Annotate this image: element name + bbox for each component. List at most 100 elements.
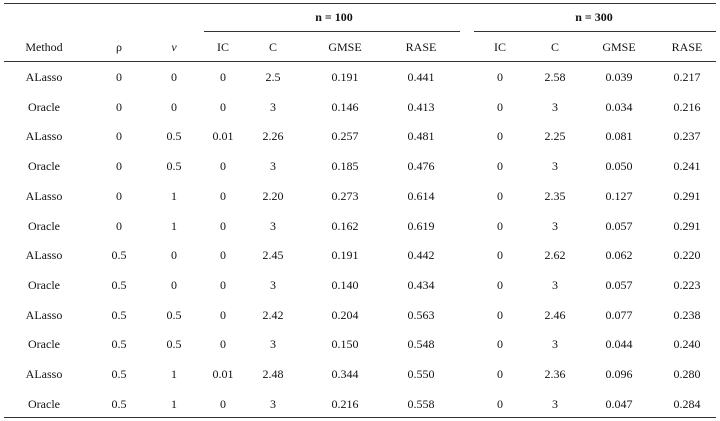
cell-method: Oracle bbox=[28, 337, 60, 351]
cell-c-n100: 2.42 bbox=[262, 308, 284, 322]
cell-gmse-n100: 0.146 bbox=[331, 100, 359, 114]
cell-ic-n300: 0 bbox=[497, 308, 503, 322]
cell-gmse-n100: 0.191 bbox=[331, 70, 359, 84]
cell-ic-n300: 0 bbox=[497, 70, 503, 84]
cell-ic-n100: 0 bbox=[220, 159, 226, 173]
cell-ic-n300: 0 bbox=[497, 129, 503, 143]
cell-gmse-n100: 0.273 bbox=[331, 189, 359, 203]
cell-rase-n300: 0.238 bbox=[673, 308, 701, 322]
cell-rase-n100: 0.550 bbox=[407, 367, 435, 381]
cell-rase-n300: 0.240 bbox=[673, 337, 701, 351]
cell-ic-n300: 0 bbox=[497, 159, 503, 173]
cell-rase-n100: 0.563 bbox=[407, 308, 435, 322]
cell-c-n300: 2.58 bbox=[544, 70, 566, 84]
col-header-c-n100: C bbox=[268, 40, 277, 54]
cell-ic-n100: 0 bbox=[220, 219, 226, 233]
group-header-n300: n = 300 bbox=[575, 10, 613, 24]
cell-c-n100: 2.26 bbox=[262, 129, 284, 143]
cell-c-n300: 2.35 bbox=[544, 189, 566, 203]
cell-gmse-n300: 0.077 bbox=[605, 308, 633, 322]
cell-rase-n100: 0.619 bbox=[407, 219, 435, 233]
cell-rase-n300: 0.291 bbox=[673, 219, 701, 233]
cell-gmse-n100: 0.150 bbox=[331, 337, 359, 351]
cell-c-n100: 3 bbox=[270, 397, 276, 411]
cell-method: Oracle bbox=[28, 159, 60, 173]
cell-c-n300: 2.46 bbox=[544, 308, 566, 322]
cell-rase-n100: 0.434 bbox=[407, 278, 435, 292]
cell-ic-n100: 0 bbox=[220, 308, 226, 322]
cell-ic-n300: 0 bbox=[497, 248, 503, 262]
cell-c-n100: 2.48 bbox=[262, 367, 284, 381]
cell-c-n300: 3 bbox=[552, 397, 558, 411]
col-header-gmse-n300: GMSE bbox=[602, 40, 636, 54]
cell-gmse-n300: 0.039 bbox=[605, 70, 633, 84]
results-table: n = 100 n = 300 Method ρ ν IC C GMSE RAS… bbox=[4, 0, 716, 421]
col-header-nu: ν bbox=[171, 40, 177, 54]
cell-ic-n300: 0 bbox=[497, 278, 503, 292]
cell-rase-n300: 0.280 bbox=[673, 367, 701, 381]
cell-ic-n100: 0 bbox=[220, 189, 226, 203]
cell-gmse-n300: 0.062 bbox=[605, 248, 633, 262]
cell-gmse-n300: 0.057 bbox=[605, 278, 633, 292]
cell-gmse-n100: 0.140 bbox=[331, 278, 359, 292]
cell-ic-n300: 0 bbox=[497, 397, 503, 411]
cell-rase-n300: 0.217 bbox=[673, 70, 701, 84]
group-header-n100: n = 100 bbox=[315, 10, 353, 24]
cell-method: ALasso bbox=[25, 248, 63, 262]
cell-gmse-n100: 0.162 bbox=[331, 219, 359, 233]
cell-c-n300: 2.36 bbox=[544, 367, 566, 381]
cell-nu: 1 bbox=[171, 189, 177, 203]
cell-nu: 1 bbox=[171, 397, 177, 411]
cell-method: ALasso bbox=[25, 367, 63, 381]
cell-ic-n300: 0 bbox=[497, 219, 503, 233]
col-header-gmse-n100: GMSE bbox=[328, 40, 362, 54]
cell-gmse-n300: 0.127 bbox=[605, 189, 633, 203]
cell-rase-n300: 0.223 bbox=[673, 278, 701, 292]
cell-gmse-n300: 0.057 bbox=[605, 219, 633, 233]
cell-method: ALasso bbox=[25, 308, 63, 322]
cell-rho: 0 bbox=[116, 219, 122, 233]
cell-rho: 0 bbox=[116, 129, 122, 143]
cell-rase-n300: 0.216 bbox=[673, 100, 701, 114]
cell-method: Oracle bbox=[28, 100, 60, 114]
cell-method: Oracle bbox=[28, 278, 60, 292]
cell-ic-n100: 0 bbox=[220, 278, 226, 292]
cell-rase-n300: 0.220 bbox=[673, 248, 701, 262]
cell-c-n100: 3 bbox=[270, 278, 276, 292]
cell-ic-n100: 0 bbox=[220, 70, 226, 84]
cell-ic-n300: 0 bbox=[497, 100, 503, 114]
cell-method: ALasso bbox=[25, 70, 63, 84]
cell-ic-n300: 0 bbox=[497, 189, 503, 203]
cell-rase-n100: 0.614 bbox=[407, 189, 435, 203]
cell-rho: 0.5 bbox=[111, 337, 127, 351]
cell-gmse-n300: 0.050 bbox=[605, 159, 633, 173]
cell-ic-n300: 0 bbox=[497, 367, 503, 381]
cell-method: ALasso bbox=[25, 129, 63, 143]
cell-nu: 0 bbox=[171, 70, 177, 84]
cell-ic-n100: 0 bbox=[220, 397, 226, 411]
cell-gmse-n100: 0.185 bbox=[331, 159, 359, 173]
cell-method: ALasso bbox=[25, 189, 63, 203]
col-header-ic-n100: IC bbox=[217, 40, 229, 54]
cell-c-n300: 2.62 bbox=[544, 248, 566, 262]
group-underline-n100 bbox=[204, 31, 460, 32]
col-header-ic-n300: IC bbox=[494, 40, 506, 54]
cell-ic-n300: 0 bbox=[497, 337, 503, 351]
cell-rho: 0 bbox=[116, 159, 122, 173]
col-header-method: Method bbox=[25, 40, 63, 54]
cell-gmse-n100: 0.344 bbox=[331, 367, 359, 381]
cell-method: Oracle bbox=[28, 219, 60, 233]
cell-gmse-n100: 0.191 bbox=[331, 248, 359, 262]
cell-rase-n100: 0.413 bbox=[407, 100, 435, 114]
cell-gmse-n100: 0.204 bbox=[331, 308, 359, 322]
cell-rho: 0.5 bbox=[111, 278, 127, 292]
cell-rho: 0.5 bbox=[111, 248, 127, 262]
cell-c-n300: 3 bbox=[552, 219, 558, 233]
cell-nu: 0.5 bbox=[166, 308, 182, 322]
cell-c-n300: 3 bbox=[552, 278, 558, 292]
cell-c-n100: 3 bbox=[270, 337, 276, 351]
cell-rho: 0.5 bbox=[111, 397, 127, 411]
cell-rase-n100: 0.476 bbox=[407, 159, 435, 173]
cell-c-n100: 2.5 bbox=[265, 70, 281, 84]
col-header-rase-n100: RASE bbox=[405, 40, 437, 54]
